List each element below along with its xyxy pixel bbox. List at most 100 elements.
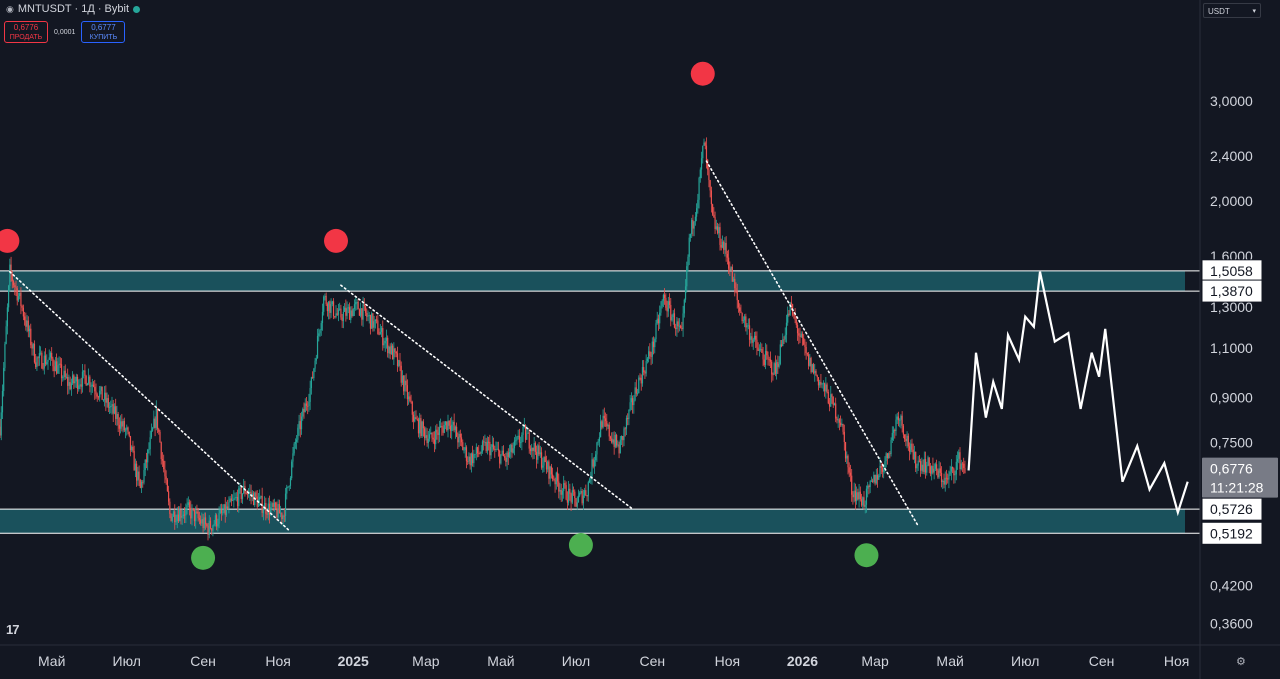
y-tick-label-1: 2,4000	[1210, 148, 1253, 164]
candle-419	[515, 434, 517, 446]
candle-334	[410, 394, 412, 404]
candle-132	[161, 452, 164, 468]
candle-714	[878, 473, 880, 480]
candle-body	[602, 415, 604, 428]
candle-510	[627, 413, 629, 426]
candle-465	[571, 483, 573, 505]
x-tick-label-9: Ноя	[715, 653, 740, 669]
candle-body	[910, 443, 912, 452]
symbol-header[interactable]: ◉ MNTUSDT · 1Д · Bybit	[6, 3, 141, 15]
candle-body	[746, 325, 748, 328]
candle-615	[756, 331, 758, 356]
time-axis[interactable]: Май Июл Сен Ноя 2025 Мар Май Июл Сен Ноя 2026 Мар Ма…	[0, 644, 1280, 669]
candle-body	[453, 421, 455, 431]
candle-body	[581, 490, 583, 504]
candle-258	[316, 328, 319, 359]
candle-312	[383, 338, 385, 349]
candle-513	[630, 392, 632, 411]
candle-body	[362, 304, 364, 320]
candle-572	[703, 138, 705, 146]
candle-587	[721, 235, 724, 249]
candle-body	[716, 226, 719, 234]
candle-body	[417, 419, 420, 434]
candle-body	[185, 507, 187, 516]
candle-444	[545, 455, 548, 474]
candle-body	[184, 514, 186, 516]
candle-711	[874, 474, 876, 486]
candle-58	[70, 378, 72, 396]
candle-751	[923, 451, 925, 475]
candle-body	[790, 302, 792, 305]
y-tick-label-6: 0,9000	[1210, 390, 1253, 406]
price-axis[interactable]: 3,00002,40002,00001,60001,30001,10000,90…	[1199, 0, 1253, 679]
candle-body	[228, 502, 230, 509]
tradingview-logo-icon[interactable]: 17	[6, 622, 20, 637]
candle-591	[726, 250, 728, 265]
candle-640	[787, 306, 789, 326]
candle-body	[212, 525, 214, 531]
candle-body	[821, 383, 823, 385]
sell-button[interactable]: 0,6776 ПРОДАТЬ	[4, 21, 48, 43]
candle-body	[36, 357, 38, 368]
candle-body	[592, 459, 594, 467]
settings-icon[interactable]: ⚙	[1236, 656, 1246, 668]
candle-body	[576, 502, 578, 507]
candle-681	[837, 414, 839, 428]
candle-body	[917, 460, 919, 466]
projection-path	[967, 271, 1189, 517]
candle-body	[350, 310, 352, 320]
currency-select[interactable]: USDT ▾	[1203, 3, 1261, 18]
candle-body	[476, 447, 479, 454]
candle-body	[132, 446, 134, 452]
chevron-down-icon: ▾	[1252, 8, 1256, 15]
candle-body	[170, 513, 172, 521]
candle-body	[441, 425, 443, 428]
candle-25	[30, 323, 32, 349]
candle-269	[330, 298, 332, 318]
candle-329	[404, 375, 406, 399]
candle-550	[676, 316, 678, 337]
candle-body	[753, 335, 756, 340]
candle-body	[277, 504, 279, 518]
candle-body	[112, 404, 114, 414]
candle-36	[43, 351, 45, 375]
candle-body	[794, 314, 796, 320]
candle-body	[416, 419, 418, 420]
visibility-icon[interactable]: ◉	[6, 3, 14, 14]
candle-54	[65, 373, 68, 379]
candle-body	[443, 425, 445, 433]
candle-body	[164, 469, 166, 477]
candle-body	[203, 517, 205, 529]
candle-body	[953, 468, 955, 476]
candle-body	[752, 339, 754, 343]
candle-body	[662, 294, 664, 301]
candle-389	[478, 445, 480, 458]
candle-body	[782, 339, 784, 347]
candle-body	[462, 442, 464, 451]
candle-body	[446, 421, 448, 431]
candle-body	[796, 324, 799, 334]
candle-body	[245, 492, 247, 494]
candle-body	[268, 503, 271, 515]
candle-body	[334, 316, 336, 318]
candle-body	[822, 383, 824, 385]
candle-body	[456, 426, 458, 437]
candle-306	[376, 315, 378, 324]
candle-body	[291, 461, 293, 479]
candle-body	[195, 511, 197, 522]
buy-button[interactable]: 0,6777 КУПИТЬ	[81, 21, 126, 43]
candle-782	[961, 461, 964, 473]
candle-body	[491, 444, 493, 447]
candle-723	[889, 450, 891, 459]
candle-578	[710, 186, 712, 213]
candle-534	[656, 311, 658, 325]
candle-470	[577, 489, 580, 503]
candle-77	[94, 379, 96, 400]
candle-779	[958, 449, 960, 464]
candle-498	[612, 432, 614, 445]
candle-55	[67, 368, 69, 395]
candle-body	[693, 221, 695, 229]
candle-body	[611, 438, 613, 443]
bottom-marker-0	[191, 545, 216, 570]
